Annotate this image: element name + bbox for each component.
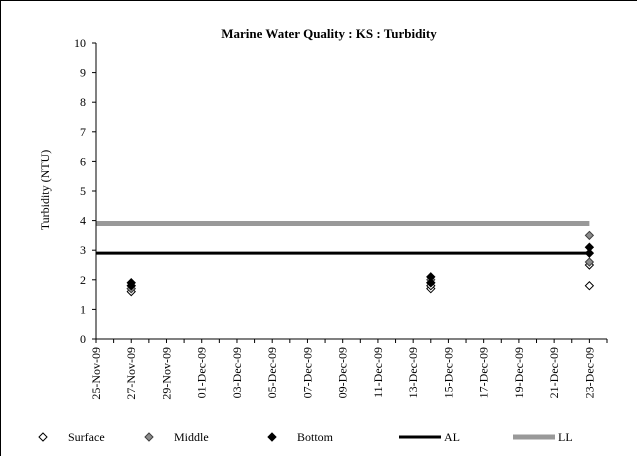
x-axis-ticks: 25-Nov-09 27-Nov-09 29-Nov-09 01-Dec-09 03-D… (89, 339, 608, 400)
point-bottom (426, 278, 436, 288)
point-bottom (426, 272, 436, 282)
x-tick-label: 29-Nov-09 (159, 347, 173, 400)
x-tick-label: 05-Dec-09 (265, 347, 279, 398)
y-tick-label: 6 (80, 154, 86, 168)
x-tick-label: 11-Dec-09 (371, 347, 385, 398)
legend-label-al: AL (444, 430, 460, 444)
y-axis-label: Turbidity (NTU) (38, 150, 52, 231)
limit-lines (96, 221, 590, 255)
point-bottom (584, 248, 595, 258)
legend-label-middle: Middle (174, 430, 209, 444)
legend: Surface Middle Bottom AL LL (38, 430, 573, 444)
y-tick-label: 8 (80, 95, 86, 109)
y-tick-label: 4 (80, 214, 86, 228)
legend-swatch-surface (38, 432, 48, 442)
legend-label-surface: Surface (68, 430, 105, 444)
x-tick-label: 21-Dec-09 (547, 347, 561, 398)
legend-swatch-bottom (267, 432, 277, 442)
point-bottom (584, 242, 595, 252)
point-middle (584, 230, 595, 241)
x-tick-label: 17-Dec-09 (477, 347, 491, 398)
x-tick-label: 09-Dec-09 (336, 347, 350, 398)
y-tick-label: 7 (80, 125, 86, 139)
y-tick-label: 3 (80, 243, 86, 257)
point-middle (584, 257, 595, 267)
data-points (126, 230, 595, 297)
legend-label-bottom: Bottom (297, 430, 334, 444)
y-tick-label: 0 (80, 332, 86, 346)
x-tick-label: 27-Nov-09 (124, 347, 138, 400)
y-tick-label: 1 (80, 302, 86, 316)
axes (95, 43, 607, 340)
x-tick-label: 15-Dec-09 (441, 347, 455, 398)
y-tick-label: 10 (74, 36, 86, 50)
y-tick-label: 2 (80, 273, 86, 287)
point-bottom (126, 278, 136, 288)
x-tick-label: 25-Nov-09 (89, 347, 103, 400)
y-axis-ticks: 0 1 2 3 4 5 6 7 8 9 10 (74, 36, 96, 346)
x-tick-label: 01-Dec-09 (195, 347, 209, 398)
point-surface (584, 281, 595, 291)
y-tick-label: 9 (80, 66, 86, 80)
chart-title: Marine Water Quality : KS : Turbidity (221, 26, 437, 41)
x-tick-label: 23-Dec-09 (582, 347, 596, 398)
x-tick-label: 13-Dec-09 (406, 347, 420, 398)
y-tick-label: 5 (80, 184, 86, 198)
legend-label-ll: LL (558, 430, 573, 444)
legend-swatch-middle (144, 432, 154, 442)
x-tick-label: 19-Dec-09 (512, 347, 526, 398)
x-tick-label: 07-Dec-09 (300, 347, 314, 398)
x-tick-label: 03-Dec-09 (230, 347, 244, 398)
